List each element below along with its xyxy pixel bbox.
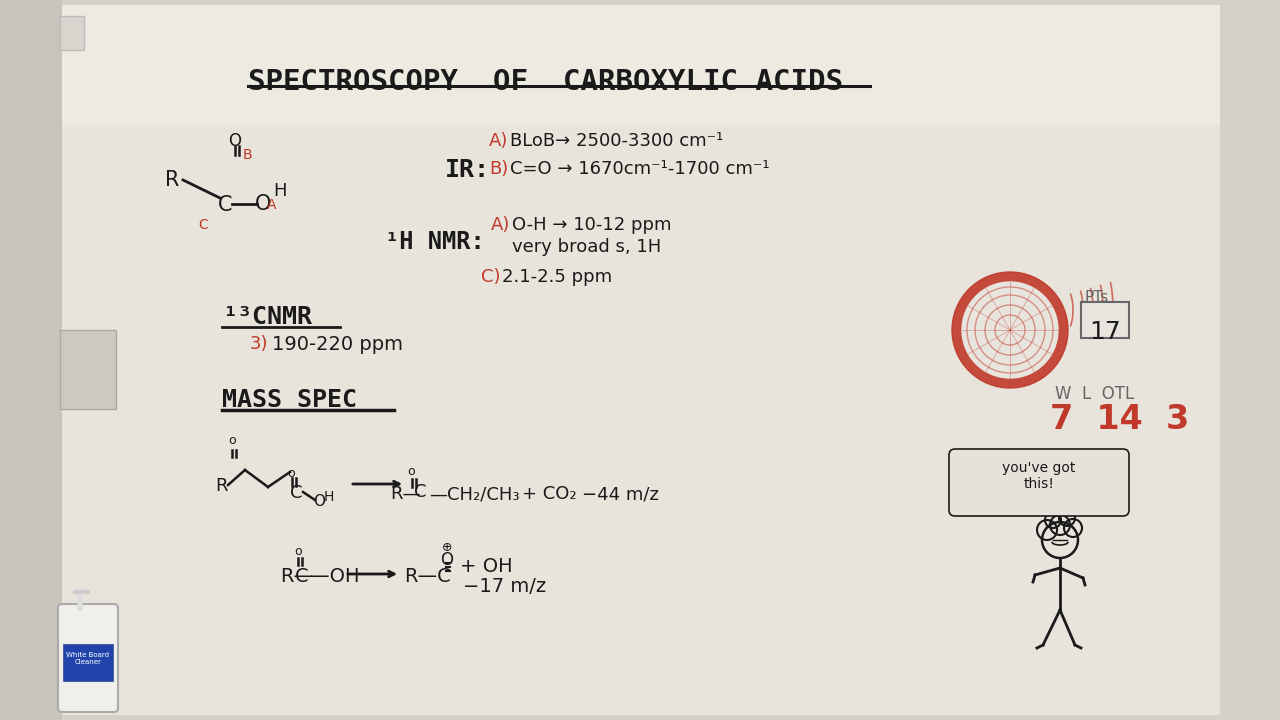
Text: —OH: —OH xyxy=(310,567,360,586)
Text: ⊕: ⊕ xyxy=(442,541,453,554)
Text: MASS SPEC: MASS SPEC xyxy=(221,388,357,412)
Text: 7  14  3: 7 14 3 xyxy=(1050,403,1189,436)
Text: + OH: + OH xyxy=(460,557,512,576)
FancyBboxPatch shape xyxy=(60,5,1220,125)
Text: 3): 3) xyxy=(250,335,269,353)
Text: C): C) xyxy=(481,268,500,286)
Text: C=O → 1670cm⁻¹-1700 cm⁻¹: C=O → 1670cm⁻¹-1700 cm⁻¹ xyxy=(509,160,769,178)
Text: ¹H NMR:: ¹H NMR: xyxy=(385,230,485,254)
FancyBboxPatch shape xyxy=(60,16,84,50)
Text: O: O xyxy=(228,132,241,150)
Text: O: O xyxy=(314,494,325,509)
Text: 190-220 ppm: 190-220 ppm xyxy=(273,335,403,354)
Text: O: O xyxy=(440,551,453,569)
Text: W  L  OTL: W L OTL xyxy=(1055,385,1134,403)
Text: C: C xyxy=(198,218,207,232)
Text: A): A) xyxy=(492,216,511,234)
FancyBboxPatch shape xyxy=(63,644,113,681)
Text: O: O xyxy=(255,194,271,214)
Text: R: R xyxy=(165,170,179,190)
Text: PTs: PTs xyxy=(1085,290,1110,305)
Text: SPECTROSCOPY  OF  CARBOXYLIC ACIDS: SPECTROSCOPY OF CARBOXYLIC ACIDS xyxy=(248,68,844,96)
Text: A): A) xyxy=(489,132,508,150)
Text: —CH₂/CH₃: —CH₂/CH₃ xyxy=(429,485,520,503)
Text: C: C xyxy=(218,195,233,215)
Circle shape xyxy=(963,282,1059,378)
Text: −17 m/z: −17 m/z xyxy=(463,577,547,596)
Text: R—: R— xyxy=(390,485,421,503)
Text: −44 m/z: −44 m/z xyxy=(582,485,659,503)
FancyBboxPatch shape xyxy=(1082,302,1129,338)
Text: R: R xyxy=(215,477,228,495)
FancyBboxPatch shape xyxy=(0,0,61,720)
FancyBboxPatch shape xyxy=(60,330,116,409)
FancyBboxPatch shape xyxy=(60,5,1220,715)
Text: BLoB→ 2500-3300 cm⁻¹: BLoB→ 2500-3300 cm⁻¹ xyxy=(509,132,723,150)
FancyBboxPatch shape xyxy=(58,604,118,712)
Text: o: o xyxy=(228,434,236,447)
Text: H: H xyxy=(324,490,334,504)
Text: 2.1-2.5 ppm: 2.1-2.5 ppm xyxy=(502,268,612,286)
Text: 17: 17 xyxy=(1089,320,1121,344)
Text: R—C: R—C xyxy=(404,567,451,586)
Text: A: A xyxy=(268,198,276,212)
Text: C: C xyxy=(291,484,302,502)
Text: B): B) xyxy=(489,160,508,178)
Text: you've got
this!: you've got this! xyxy=(1002,461,1075,491)
Circle shape xyxy=(952,272,1068,388)
Text: O-H → 10-12 ppm: O-H → 10-12 ppm xyxy=(512,216,672,234)
Text: o: o xyxy=(294,545,302,558)
Text: o: o xyxy=(407,465,415,478)
Text: C: C xyxy=(413,483,426,501)
Text: R—: R— xyxy=(280,567,314,586)
Text: + CO₂: + CO₂ xyxy=(522,485,576,503)
Text: B: B xyxy=(243,148,252,162)
FancyBboxPatch shape xyxy=(948,449,1129,516)
Text: White Board
Cleaner: White Board Cleaner xyxy=(67,652,110,665)
Text: H: H xyxy=(273,182,287,200)
Text: o: o xyxy=(287,467,294,480)
Text: very broad s, 1H: very broad s, 1H xyxy=(512,238,662,256)
Text: IR:: IR: xyxy=(445,158,490,182)
Text: C: C xyxy=(294,567,308,586)
Text: ¹³CNMR: ¹³CNMR xyxy=(221,305,312,329)
